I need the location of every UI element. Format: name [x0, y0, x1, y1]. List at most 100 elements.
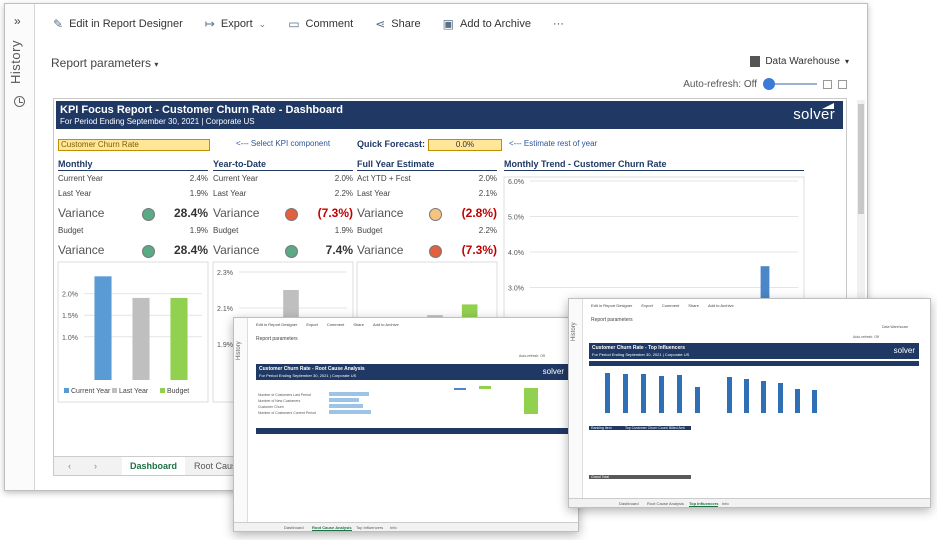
row-label: Last Year: [58, 189, 92, 198]
report-header: KPI Focus Report - Customer Churn Rate -…: [56, 101, 843, 129]
mini-history-panel: History: [569, 299, 583, 507]
mini-tab-info[interactable]: Info: [722, 501, 729, 506]
mini-table-col: Ranking Item: [591, 426, 612, 430]
scroll-left-icon[interactable]: ‹: [68, 461, 71, 471]
mini-tab-top-influencers[interactable]: Top Influencers: [689, 501, 719, 507]
mini-params-label[interactable]: Report parameters: [256, 336, 298, 342]
variance-row: Variance 28.4%: [58, 201, 208, 223]
mini-grand-total: Grand Total: [591, 475, 610, 479]
mini-report-title: Customer Churn Rate - Top Influencers: [592, 345, 685, 351]
mini-table-header: [589, 426, 691, 430]
y-tick-label: 3.0%: [508, 286, 524, 293]
mini-edit-button[interactable]: Edit in Report Designer: [256, 322, 298, 327]
expand-icon[interactable]: [823, 79, 832, 89]
mini-report-subtitle: For Period Ending September 30, 2021 | C…: [592, 352, 690, 357]
mini-edit-button[interactable]: Edit in Report Designer: [591, 303, 633, 308]
tab-dashboard[interactable]: Dashboard: [122, 457, 186, 475]
scroll-right-icon[interactable]: ›: [94, 461, 97, 471]
scrollbar-thumb[interactable]: [858, 104, 864, 214]
mini-chart-bar: [778, 383, 783, 413]
export-icon: ↦: [204, 17, 215, 31]
data-source-dropdown[interactable]: Data Warehouse ▾: [750, 56, 849, 67]
solver-logo: solver: [793, 106, 835, 123]
mini-params-label[interactable]: Report parameters: [591, 317, 633, 323]
database-icon: [750, 56, 761, 67]
tab-root-cause[interactable]: Root Cause: [194, 461, 242, 471]
comment-icon: ▭: [288, 17, 300, 31]
mini-export-button[interactable]: Export: [306, 322, 318, 327]
mini-export-button[interactable]: Export: [641, 303, 653, 308]
mini-influencer-visuals: [589, 361, 919, 479]
row-label: Act YTD + Fcst: [357, 174, 411, 183]
root-cause-screenshot: History Edit in Report Designer Export C…: [233, 317, 579, 532]
comment-button[interactable]: ▭ Comment: [288, 17, 353, 31]
variance-label: Variance: [213, 206, 260, 220]
mini-databar: [329, 404, 363, 408]
mini-tab-dashboard[interactable]: Dashboard: [619, 501, 639, 506]
edit-in-designer-button[interactable]: ✎ Edit in Report Designer: [53, 17, 183, 31]
report-parameters-dropdown[interactable]: Report parameters ▾: [51, 56, 158, 70]
row-value: 1.9%: [189, 226, 208, 235]
expand-chevron-icon[interactable]: »: [14, 14, 21, 28]
mini-sheet-tabs: Dashboard Root Cause Analysis Top Influe…: [569, 498, 930, 507]
auto-refresh-slider[interactable]: [763, 78, 817, 90]
mini-share-button[interactable]: Share: [353, 322, 364, 327]
mini-chart-bar: [623, 374, 628, 413]
mini-table-col: Top Customer Churn Count: [625, 426, 668, 430]
history-label[interactable]: History: [8, 40, 23, 84]
comment-label: Comment: [305, 18, 354, 30]
mini-tab-dashboard[interactable]: Dashboard: [284, 525, 304, 530]
monthly-header: Monthly: [58, 159, 208, 171]
variance-value: (7.3%): [461, 243, 497, 257]
grid-icon[interactable]: [838, 79, 847, 89]
row-value: 2.0%: [478, 174, 497, 183]
vertical-scrollbar[interactable]: [857, 100, 865, 440]
mini-toolbar: Edit in Report Designer Export Comment S…: [591, 303, 734, 308]
mini-tab-root-cause[interactable]: Root Cause Analysis: [647, 501, 684, 506]
status-red-icon: [285, 208, 298, 221]
caret-down-icon: ▾: [844, 57, 849, 66]
mini-chart-header: [589, 361, 919, 366]
row-label: Current Year: [58, 174, 103, 183]
mini-data-source[interactable]: Data Warehouse: [882, 325, 909, 329]
mini-chart-bar: [795, 389, 800, 413]
kpi-row: Last Year 1.9%: [58, 186, 208, 201]
share-button[interactable]: ⋖ Share: [375, 17, 420, 31]
mini-share-button[interactable]: Share: [688, 303, 699, 308]
kpi-row: Last Year 2.2%: [213, 186, 353, 201]
mini-report-header: Customer Churn Rate - Root Cause Analysi…: [256, 364, 568, 380]
kpi-select-input[interactable]: Customer Churn Rate: [58, 139, 210, 151]
archive-icon: ▣: [442, 17, 454, 31]
fye-column: Full Year Estimate Act YTD + Fcst 2.0% La…: [357, 159, 497, 260]
mini-comment-button[interactable]: Comment: [661, 303, 680, 308]
export-button[interactable]: ↦ Export ⌄: [205, 17, 266, 31]
ytd-header: Year-to-Date: [213, 159, 353, 171]
mini-chart-bar: [605, 373, 610, 413]
pencil-icon: ✎: [53, 17, 64, 31]
archive-label: Add to Archive: [460, 18, 531, 30]
chart-bar: [94, 276, 112, 380]
quick-forecast-input[interactable]: 0.0%: [428, 139, 502, 151]
mini-archive-button[interactable]: Add to Archive: [707, 303, 734, 308]
row-label: Last Year: [213, 189, 247, 198]
mini-chart-bar: [524, 388, 538, 414]
variance-row: Variance 7.4%: [213, 238, 353, 260]
kpi-row: Current Year 2.4%: [58, 171, 208, 186]
status-green-icon: [142, 245, 155, 258]
mini-tab-root-cause[interactable]: Root Cause Analysis: [312, 525, 352, 531]
toolbar: ✎ Edit in Report Designer ↦ Export ⌄ ▭ Comme…: [53, 14, 564, 34]
variance-row: Variance (2.8%): [357, 201, 497, 223]
variance-value: (7.3%): [317, 206, 353, 220]
row-label: Budget: [213, 226, 239, 235]
mini-archive-button[interactable]: Add to Archive: [372, 322, 399, 327]
row-label: Budget: [357, 226, 383, 235]
mini-tab-top-influencers[interactable]: Top Influencers: [356, 525, 384, 530]
more-options-button[interactable]: ···: [552, 18, 564, 30]
chart-bar: [170, 297, 188, 380]
mini-databar: [329, 392, 369, 396]
mini-tab-info[interactable]: Info: [390, 525, 397, 530]
forecast-note: <--- Estimate rest of year: [509, 139, 598, 148]
add-to-archive-button[interactable]: ▣ Add to Archive: [443, 17, 531, 31]
mini-comment-button[interactable]: Comment: [326, 322, 345, 327]
y-tick-label: 2.1%: [217, 306, 233, 313]
